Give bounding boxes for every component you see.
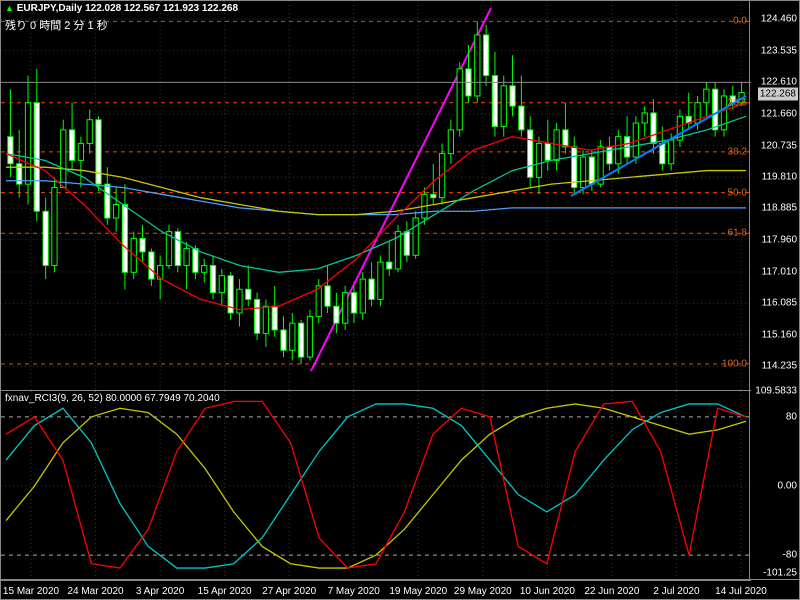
price-tick: 120.735 bbox=[761, 140, 797, 151]
time-tick: 19 May 2020 bbox=[389, 586, 447, 597]
symbol-text: EURJPY,Daily bbox=[17, 3, 83, 14]
fib-label: 0.0 bbox=[733, 16, 747, 27]
chart-window: 0.0 23.6 38.2 50.0 61.8 100.0 122.268 124.460… bbox=[0, 0, 800, 600]
indicator-tick: -80 bbox=[783, 550, 797, 561]
ohlc-low: 121.923 bbox=[163, 3, 199, 14]
time-tick: 7 May 2020 bbox=[328, 586, 380, 597]
indicator-tick: -101.25 bbox=[763, 568, 797, 579]
fib-label: 61.8 bbox=[728, 228, 747, 239]
price-chart[interactable]: 0.0 23.6 38.2 50.0 61.8 100.0 bbox=[1, 1, 751, 391]
time-tick: 22 Jun 2020 bbox=[584, 586, 639, 597]
fib-label: 23.6 bbox=[728, 97, 747, 108]
fib-label: 38.2 bbox=[728, 146, 747, 157]
price-tick: 116.085 bbox=[762, 298, 797, 309]
up-arrow-icon: ▲ bbox=[5, 3, 14, 13]
indicator-chart[interactable] bbox=[1, 391, 751, 581]
countdown-text: 残り 0 時間 2 分 1 秒 bbox=[5, 17, 108, 33]
time-tick: 29 May 2020 bbox=[454, 586, 512, 597]
price-y-axis: 122.268 124.460 123.535 122.610 121.660 120.… bbox=[749, 1, 799, 391]
ohlc-high: 122.567 bbox=[124, 3, 160, 14]
time-tick: 27 Apr 2020 bbox=[262, 586, 316, 597]
symbol-title: ▲ EURJPY,Daily 122.028 122.567 121.923 1… bbox=[5, 3, 238, 14]
ohlc-close: 122.268 bbox=[202, 3, 238, 14]
current-price-label: 122.268 bbox=[757, 86, 799, 101]
indicator-title: fxnav_RCI3(9, 26, 52) 80.0000 67.7949 70… bbox=[5, 393, 220, 404]
indicator-y-axis: 109.5833800.00-80-101.25 bbox=[749, 391, 799, 581]
price-tick: 117.010 bbox=[762, 266, 797, 277]
price-tick: 123.535 bbox=[761, 45, 797, 56]
time-tick: 15 Apr 2020 bbox=[198, 586, 252, 597]
indicator-tick: 109.5833 bbox=[755, 386, 797, 397]
price-tick: 114.235 bbox=[762, 361, 797, 372]
time-tick: 10 Jun 2020 bbox=[520, 586, 575, 597]
fib-label: 100.0 bbox=[722, 358, 747, 369]
indicator-tick: 0.00 bbox=[778, 481, 797, 492]
indicator-val1: 80.0000 bbox=[106, 393, 142, 404]
price-tick: 117.960 bbox=[762, 234, 797, 245]
time-axis: 15 Mar 2020 24 Mar 2020 3 Apr 2020 15 Apr 2… bbox=[1, 579, 800, 599]
indicator-val2: 67.7949 bbox=[145, 393, 181, 404]
price-tick: 124.460 bbox=[761, 14, 797, 25]
fib-label: 50.0 bbox=[728, 187, 747, 198]
indicator-val3: 70.2040 bbox=[183, 393, 219, 404]
time-tick: 3 Apr 2020 bbox=[136, 586, 184, 597]
indicator-tick: 80 bbox=[786, 411, 797, 422]
price-tick: 119.810 bbox=[762, 172, 797, 183]
price-tick: 121.660 bbox=[761, 109, 797, 120]
time-tick: 24 Mar 2020 bbox=[67, 586, 123, 597]
time-tick: 14 Jul 2020 bbox=[715, 586, 767, 597]
price-tick: 122.610 bbox=[761, 77, 797, 88]
time-tick: 2 Jul 2020 bbox=[653, 586, 699, 597]
price-tick: 115.160 bbox=[762, 329, 797, 340]
price-tick: 118.885 bbox=[762, 203, 797, 214]
indicator-name: fxnav_RCI3(9, 26, 52) bbox=[5, 393, 103, 404]
ohlc-open: 122.028 bbox=[85, 3, 121, 14]
time-tick: 15 Mar 2020 bbox=[3, 586, 59, 597]
